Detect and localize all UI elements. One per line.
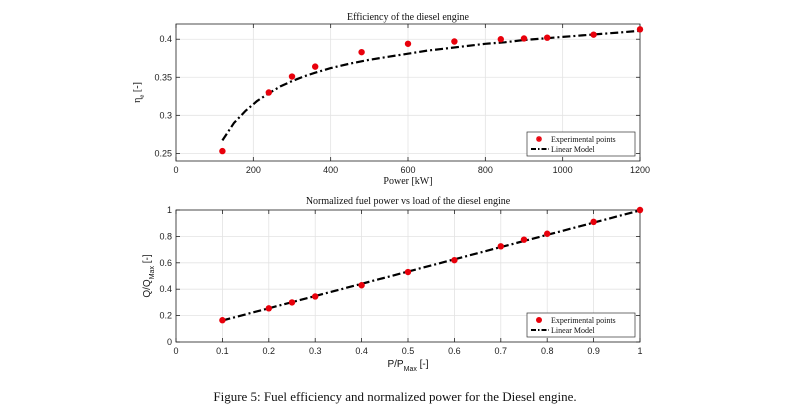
x-tick-label: 800 (478, 165, 493, 175)
x-tick-label: 0.2 (263, 346, 276, 356)
legend-label-points: Experimental points (551, 316, 616, 325)
data-point (265, 305, 272, 312)
normalized-fuel-power-chart: 0 0.1 0.2 0.3 0.4 0.5 0.6 0.7 0.8 0.9 1 0 0.2 0.4 0.6 0… (142, 196, 644, 373)
y-axis-label: Q/QMax [-] (142, 254, 156, 297)
x-tick-label: 0.1 (216, 346, 229, 356)
data-point (219, 317, 226, 324)
data-point (358, 48, 365, 56)
efficiency-chart: 0 200 400 600 800 1000 1200 0.25 0.3 0.35 0.4 Effic… (132, 12, 650, 187)
data-point (497, 36, 504, 43)
x-axis-label: P/PMax [-] (387, 359, 428, 373)
y-tick-label: 0.35 (154, 72, 172, 82)
x-tick-label: 200 (246, 165, 261, 175)
data-point (312, 63, 319, 70)
legend-marker (536, 136, 542, 142)
x-tick-label: 0.9 (587, 346, 600, 356)
chart-title: Efficiency of the diesel engine (347, 12, 470, 23)
data-point (358, 282, 365, 289)
x-tick-label: 0.4 (355, 346, 368, 356)
data-point (265, 89, 272, 96)
x-tick-label: 0.6 (448, 346, 461, 356)
x-tick-label: 600 (400, 165, 415, 175)
y-axis-label: ηe [-] (132, 82, 146, 103)
y-tick-label: 0.4 (159, 284, 172, 294)
data-point (520, 35, 528, 42)
data-point (520, 236, 528, 243)
data-point (544, 34, 551, 41)
legend-label-model: Linear Model (551, 145, 596, 154)
data-point (451, 38, 458, 45)
data-point (219, 147, 226, 155)
data-point (451, 256, 458, 264)
x-tick-label: 0 (173, 346, 178, 356)
data-point (590, 31, 597, 38)
y-tick-label: 1 (167, 205, 172, 215)
legend-box (526, 312, 636, 338)
x-tick-label: 1200 (630, 165, 650, 175)
figure-caption: Figure 5: Fuel efficiency and normalized… (213, 389, 577, 404)
x-tick-label: 0.3 (309, 346, 322, 356)
legend-box (526, 131, 636, 157)
y-tick-label: 0.3 (159, 110, 172, 120)
data-point (544, 230, 551, 237)
data-point (288, 299, 296, 306)
y-tick-label: 0.8 (159, 231, 172, 241)
y-tick-label: 0.4 (159, 34, 172, 44)
x-axis-label: Power [kW] (383, 176, 432, 187)
legend-marker (536, 317, 542, 323)
x-tick-label: 400 (323, 165, 338, 175)
chart-title: Normalized fuel power vs load of the die… (306, 196, 511, 207)
data-point (312, 293, 319, 300)
data-point (497, 243, 504, 250)
data-point (636, 206, 644, 214)
legend-label-points: Experimental points (551, 135, 616, 144)
data-point (590, 218, 597, 226)
data-point (636, 26, 644, 33)
y-tick-label: 0.6 (159, 258, 172, 268)
y-tick-label: 0.25 (154, 148, 172, 158)
x-tick-label: 0 (173, 165, 178, 175)
data-point (404, 40, 412, 47)
x-tick-label: 1 (637, 346, 642, 356)
data-point (404, 268, 412, 276)
x-tick-label: 0.7 (495, 346, 508, 356)
x-tick-label: 0.5 (402, 346, 415, 356)
y-tick-label: 0 (167, 337, 172, 347)
legend-label-model: Linear Model (551, 326, 596, 335)
y-tick-label: 0.2 (159, 311, 172, 321)
x-tick-label: 0.8 (541, 346, 554, 356)
data-point (288, 73, 296, 80)
x-tick-label: 1000 (553, 165, 573, 175)
